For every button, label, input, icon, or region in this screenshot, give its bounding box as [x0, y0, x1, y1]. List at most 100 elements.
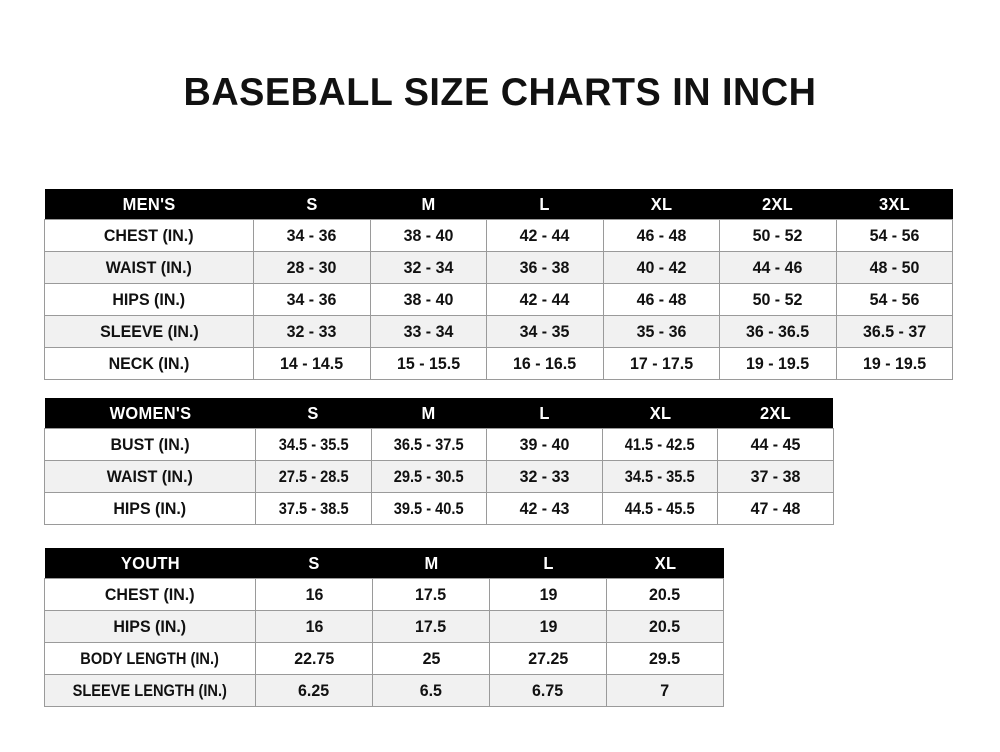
size-column-header: 2XL	[717, 398, 834, 429]
size-column-header: S	[255, 548, 373, 579]
measurement-value: 54 - 56	[835, 219, 953, 252]
measurement-value: 22.75	[255, 642, 373, 675]
size-column-header: M	[370, 189, 487, 220]
measurement-value: 7	[606, 674, 724, 707]
table-header-row: YOUTH S M L XL	[44, 548, 724, 579]
measurement-value: 42 - 44	[486, 283, 604, 316]
measurement-label: CHEST (IN.)	[44, 219, 254, 252]
measurement-value: 32 - 34	[369, 251, 487, 284]
size-column-header: S	[253, 189, 370, 220]
table-row: HIPS (IN.) 16 17.5 19 20.5	[44, 610, 724, 643]
size-column-header: L	[486, 189, 603, 220]
measurement-label: SLEEVE (IN.)	[44, 315, 254, 348]
measurement-value: 17.5	[372, 610, 490, 643]
table-row: CHEST (IN.) 16 17.5 19 20.5	[44, 578, 724, 611]
measurement-value: 33 - 34	[369, 315, 487, 348]
size-column-header: L	[486, 398, 603, 429]
measurement-value: 37.5 - 38.5	[255, 492, 372, 525]
measurement-value: 40 - 42	[602, 251, 720, 284]
size-column-header: 3XL	[836, 189, 953, 220]
measurement-value: 6.75	[489, 674, 607, 707]
measurement-label: WAIST (IN.)	[44, 251, 254, 284]
measurement-label: SLEEVE LENGTH (IN.)	[44, 674, 256, 707]
measurement-value: 54 - 56	[835, 283, 953, 316]
measurement-value: 36.5 - 37	[835, 315, 953, 348]
youth-size-table: YOUTH S M L XL CHEST (IN.) 16 17.5 19 20.5 HIPS (I…	[44, 548, 724, 707]
size-column-header: XL	[602, 398, 718, 429]
size-column-header: S	[255, 398, 372, 429]
measurement-value: 15 - 15.5	[369, 347, 487, 380]
table-header-row: WOMEN'S S M L XL 2XL	[44, 398, 834, 429]
measurement-value: 32 - 33	[253, 315, 371, 348]
measurement-value: 34 - 36	[253, 283, 371, 316]
measurement-value: 44 - 45	[717, 428, 834, 461]
size-column-header: 2XL	[719, 189, 836, 220]
womens-size-table: WOMEN'S S M L XL 2XL BUST (IN.) 34.5 - 35.5 36.5…	[44, 398, 834, 525]
measurement-value: 39.5 - 40.5	[370, 492, 488, 525]
table-row: BUST (IN.) 34.5 - 35.5 36.5 - 37.5 39 - 40 4…	[44, 428, 834, 461]
measurement-value: 50 - 52	[719, 283, 837, 316]
table-header-row: MEN'S S M L XL 2XL 3XL	[44, 189, 953, 220]
measurement-value: 16	[255, 610, 373, 643]
measurement-value: 34 - 36	[253, 219, 371, 252]
measurement-value: 42 - 44	[486, 219, 604, 252]
measurement-value: 27.5 - 28.5	[255, 460, 372, 493]
measurement-value: 19 - 19.5	[719, 347, 837, 380]
table-row: WAIST (IN.) 28 - 30 32 - 34 36 - 38 40 - 42 4…	[44, 251, 953, 284]
measurement-value: 48 - 50	[835, 251, 953, 284]
size-column-header: M	[371, 398, 487, 429]
measurement-value: 16	[255, 578, 373, 611]
table-row: WAIST (IN.) 27.5 - 28.5 29.5 - 30.5 32 - 33…	[44, 460, 834, 493]
measurement-value: 47 - 48	[717, 492, 834, 525]
measurement-value: 50 - 52	[719, 219, 837, 252]
measurement-value: 36.5 - 37.5	[370, 428, 488, 461]
measurement-label: WAIST (IN.)	[44, 460, 256, 493]
measurement-value: 19	[489, 578, 607, 611]
measurement-value: 37 - 38	[717, 460, 834, 493]
measurement-value: 46 - 48	[602, 219, 720, 252]
measurement-value: 35 - 36	[602, 315, 720, 348]
measurement-value: 36 - 36.5	[719, 315, 837, 348]
measurement-label: HIPS (IN.)	[44, 610, 256, 643]
measurement-value: 19	[489, 610, 607, 643]
table-row: BODY LENGTH (IN.) 22.75 25 27.25 29.5	[44, 642, 724, 675]
table-row: NECK (IN.) 14 - 14.5 15 - 15.5 16 - 16.5 17 …	[44, 347, 953, 380]
table-row: HIPS (IN.) 34 - 36 38 - 40 42 - 44 46 - 48 50…	[44, 283, 953, 316]
table-title-header: MEN'S	[44, 189, 254, 220]
measurement-value: 34 - 35	[486, 315, 604, 348]
measurement-value: 25	[372, 642, 490, 675]
size-column-header: XL	[606, 548, 724, 579]
size-column-header: L	[489, 548, 607, 579]
measurement-value: 29.5 - 30.5	[370, 460, 488, 493]
table-title-header: YOUTH	[44, 548, 256, 579]
table-row: CHEST (IN.) 34 - 36 38 - 40 42 - 44 46 - 48 5…	[44, 219, 953, 252]
measurement-value: 44.5 - 45.5	[601, 492, 719, 525]
measurement-value: 38 - 40	[369, 283, 487, 316]
measurement-value: 34.5 - 35.5	[255, 428, 372, 461]
measurement-value: 41.5 - 42.5	[601, 428, 719, 461]
measurement-value: 20.5	[606, 610, 724, 643]
measurement-label: HIPS (IN.)	[44, 283, 254, 316]
measurement-label: BODY LENGTH (IN.)	[44, 642, 256, 675]
measurement-value: 20.5	[606, 578, 724, 611]
measurement-value: 14 - 14.5	[253, 347, 371, 380]
measurement-value: 6.5	[372, 674, 490, 707]
measurement-value: 42 - 43	[486, 492, 603, 525]
measurement-value: 6.25	[255, 674, 373, 707]
measurement-label: BUST (IN.)	[44, 428, 256, 461]
measurement-value: 34.5 - 35.5	[601, 460, 719, 493]
measurement-value: 32 - 33	[486, 460, 603, 493]
table-row: HIPS (IN.) 37.5 - 38.5 39.5 - 40.5 42 - 43 4…	[44, 492, 834, 525]
table-row: SLEEVE (IN.) 32 - 33 33 - 34 34 - 35 35 - 36…	[44, 315, 953, 348]
measurement-label: CHEST (IN.)	[44, 578, 256, 611]
size-column-header: XL	[603, 189, 720, 220]
measurement-value: 17 - 17.5	[602, 347, 720, 380]
size-column-header: M	[372, 548, 490, 579]
page-title: BASEBALL SIZE CHARTS IN INCH	[183, 71, 817, 114]
table-title-header: WOMEN'S	[44, 398, 256, 429]
measurement-value: 16 - 16.5	[486, 347, 604, 380]
measurement-label: NECK (IN.)	[44, 347, 254, 380]
measurement-value: 44 - 46	[719, 251, 837, 284]
measurement-value: 19 - 19.5	[835, 347, 953, 380]
